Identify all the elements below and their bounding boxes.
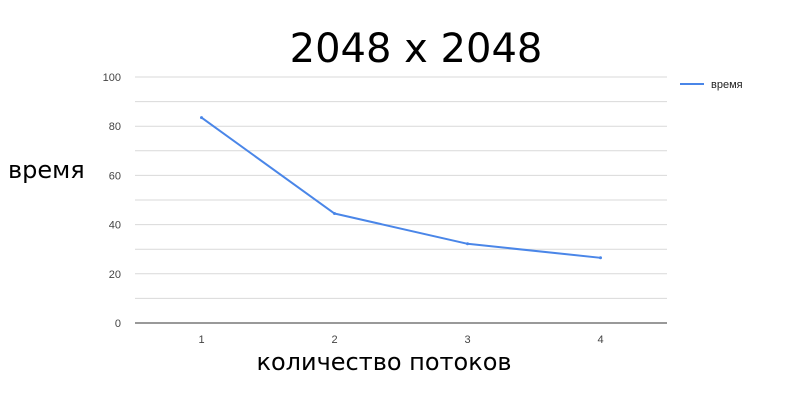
y-tick-label: 0 [115,318,121,330]
legend-label: время [711,79,743,91]
chart-title: 2048 x 2048 [290,26,543,72]
data-point [333,212,336,216]
y-tick-label: 100 [103,72,121,84]
legend: время [680,79,743,91]
series-line [200,116,601,259]
y-tick-label: 20 [109,269,121,281]
x-tick-label: 3 [464,334,470,346]
data-point [466,242,469,246]
y-tick-label: 80 [109,121,121,133]
series-lines [200,116,602,260]
y-axis-label: время [8,156,85,184]
y-tick-label: 40 [109,220,121,232]
axis-ticks: 0 20 40 60 80 100 1 2 3 4 [103,72,604,346]
x-axis-label: количество потоков [256,348,511,376]
x-tick-label: 1 [198,334,204,346]
data-point [599,256,602,260]
gridlines [135,76,667,324]
x-tick-label: 4 [597,334,603,346]
y-tick-label: 60 [109,170,121,182]
data-point [200,116,203,120]
x-tick-label: 2 [331,334,337,346]
